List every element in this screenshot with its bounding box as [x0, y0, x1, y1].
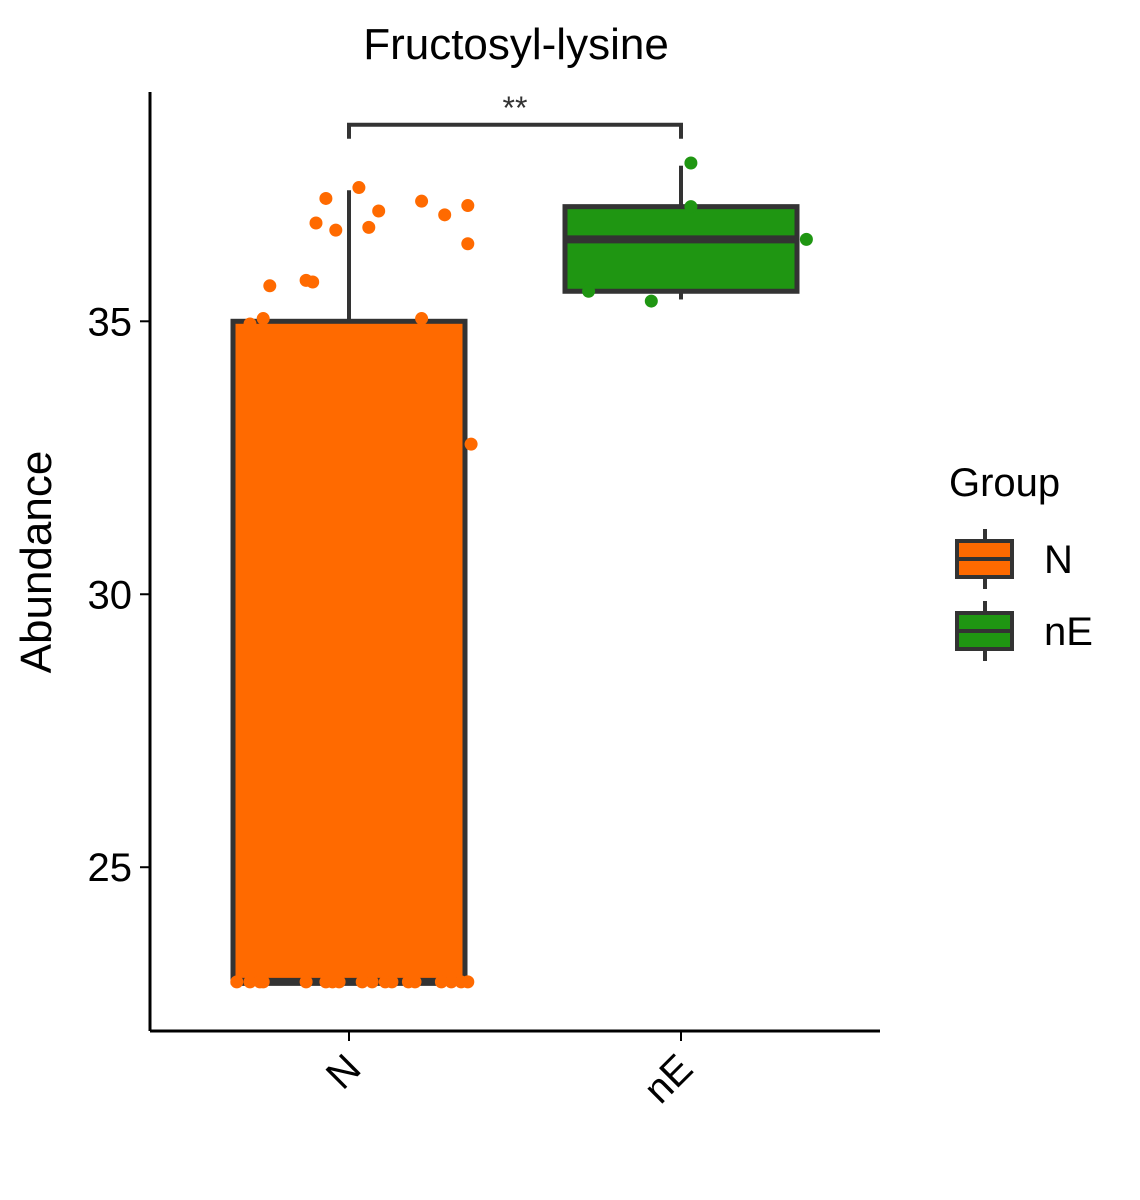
data-point	[256, 975, 270, 989]
box-nE	[562, 165, 800, 300]
data-point	[434, 975, 448, 989]
data-point	[372, 204, 386, 218]
data-point	[355, 975, 369, 989]
data-point	[644, 294, 658, 308]
data-point	[582, 284, 596, 298]
data-point	[408, 975, 422, 989]
data-point	[415, 194, 429, 208]
chart-title: Fructosyl-lysine	[363, 20, 669, 69]
data-point	[365, 975, 379, 989]
legend-item-nE: nE	[955, 601, 1093, 661]
points-N	[230, 181, 478, 989]
legend-label: nE	[1044, 610, 1093, 654]
data-point	[319, 191, 333, 205]
data-point	[415, 312, 429, 326]
data-point	[352, 181, 366, 195]
data-point	[299, 975, 313, 989]
data-point	[362, 220, 376, 234]
data-point	[385, 975, 399, 989]
data-point	[461, 975, 475, 989]
data-point	[243, 317, 257, 331]
bracket-line	[347, 122, 683, 139]
box-body	[230, 318, 468, 985]
y-tick-label: 30	[88, 573, 133, 617]
data-point	[444, 975, 458, 989]
y-tick-label: 25	[88, 846, 133, 890]
data-point	[461, 237, 475, 251]
box-body	[562, 204, 800, 294]
plot-area: **	[230, 90, 813, 989]
data-point	[243, 975, 257, 989]
significance-label: **	[503, 90, 528, 126]
data-point	[263, 279, 277, 293]
data-point	[230, 975, 244, 989]
legend: Group NnE	[949, 461, 1093, 661]
y-tick-label: 35	[88, 300, 133, 344]
data-point	[306, 275, 320, 289]
data-point	[684, 156, 698, 170]
data-point	[329, 223, 343, 237]
x-tick-label: N	[318, 1046, 370, 1098]
x-tick-label: nE	[636, 1046, 702, 1112]
data-point	[461, 199, 475, 213]
significance-bracket: **	[347, 90, 683, 139]
data-point	[684, 200, 698, 214]
box-N	[230, 190, 468, 986]
data-point	[309, 216, 323, 230]
data-point	[438, 208, 452, 222]
legend-title: Group	[949, 461, 1060, 505]
points-nE	[582, 156, 813, 308]
data-point	[464, 437, 478, 451]
y-axis-label: Abundance	[12, 451, 61, 674]
legend-label: N	[1044, 538, 1073, 582]
data-point	[332, 975, 346, 989]
data-point	[256, 312, 270, 326]
legend-item-N: N	[955, 529, 1073, 589]
data-point	[799, 232, 813, 246]
